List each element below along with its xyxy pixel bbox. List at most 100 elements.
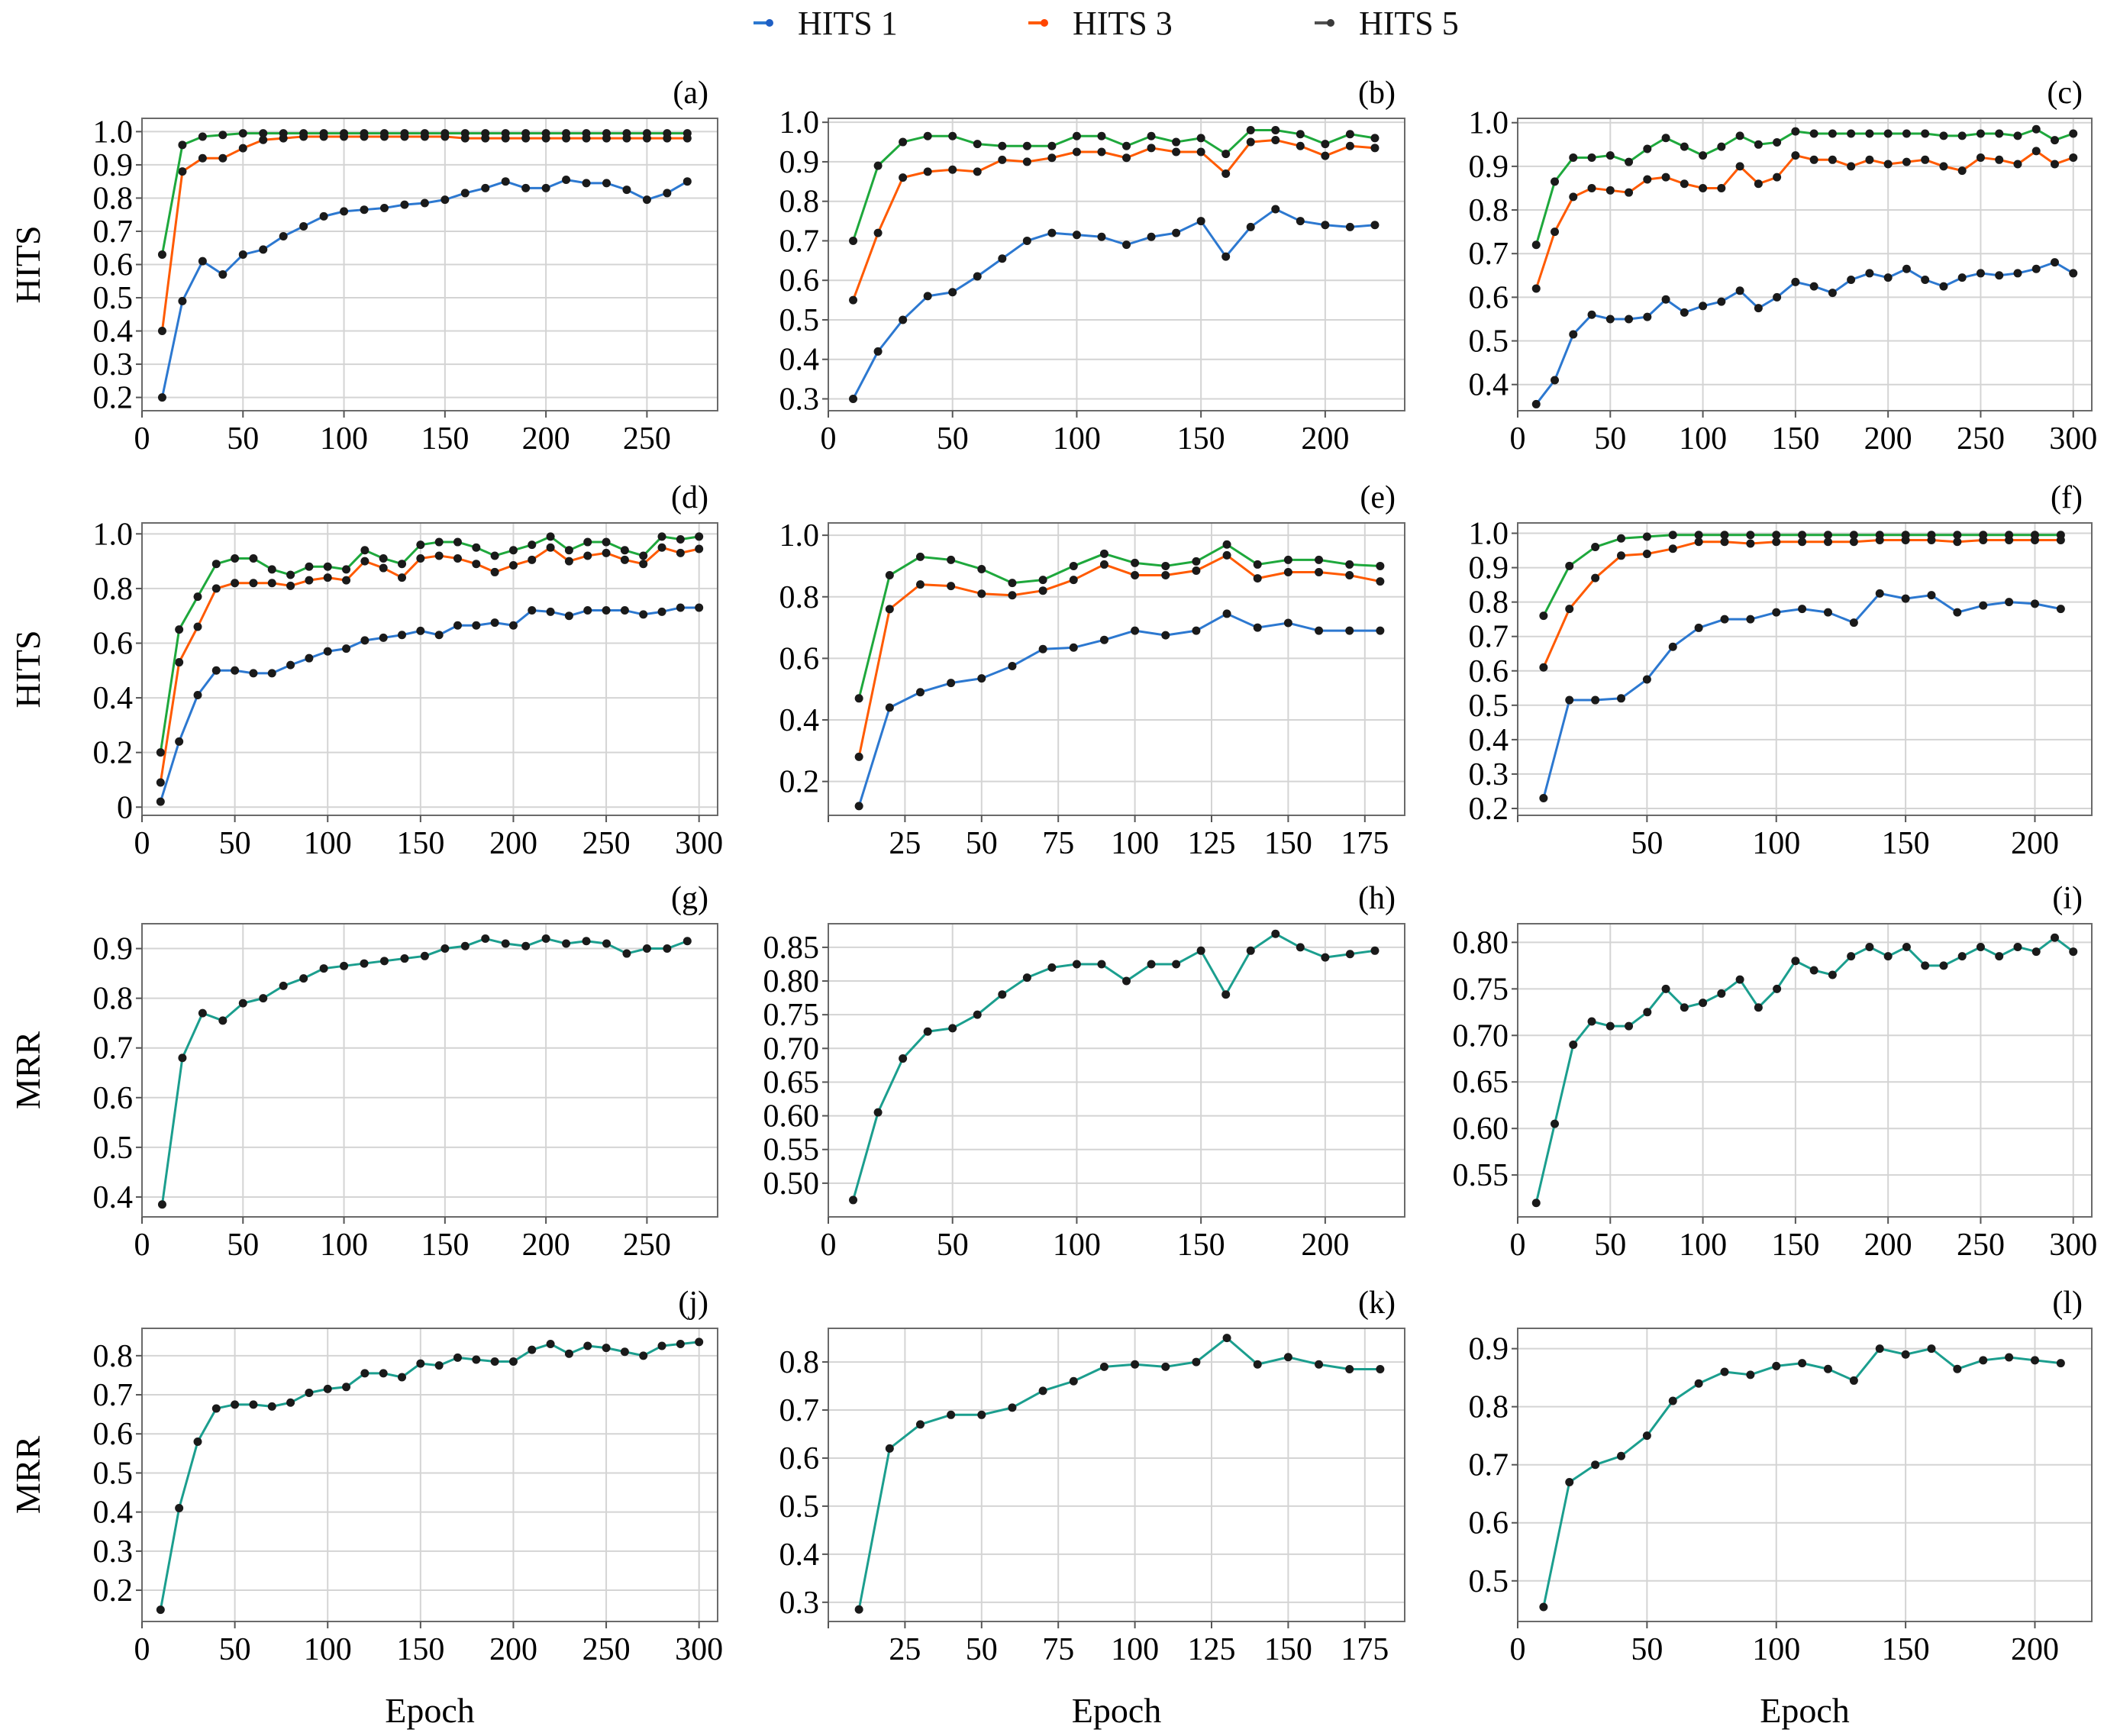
y-tick-label-0-8: 0.80 xyxy=(763,964,820,999)
data-point-hits-3-80 xyxy=(1069,576,1078,585)
data-point-hits-3-150 xyxy=(1791,151,1800,160)
data-point-mrr-120 xyxy=(1823,1364,1832,1373)
data-point-mrr-20 xyxy=(178,1054,187,1063)
data-point-hits-5-130 xyxy=(1222,540,1231,549)
data-point-hits-1-120 xyxy=(1823,608,1832,617)
data-point-hits-1-40 xyxy=(923,292,932,301)
data-point-hits-3-70 xyxy=(267,579,276,588)
data-point-hits-5-50 xyxy=(1605,151,1615,160)
data-point-hits-3-90 xyxy=(1047,153,1057,163)
data-point-hits-3-160 xyxy=(1221,169,1231,178)
data-point-hits-1-130 xyxy=(379,633,388,642)
data-point-hits-5-160 xyxy=(460,129,470,138)
data-point-hits-5-40 xyxy=(211,560,221,569)
data-point-hits-1-230 xyxy=(1939,282,1948,291)
data-point-mrr-70 xyxy=(1038,1386,1047,1396)
y-tick-label-0-2: 0.2 xyxy=(93,1573,134,1609)
data-point-hits-3-290 xyxy=(676,548,685,557)
data-point-hits-3-280 xyxy=(657,543,666,552)
y-tick-label-0-9: 0.9 xyxy=(1469,551,1509,586)
data-point-mrr-20 xyxy=(1551,1119,1560,1128)
data-point-hits-1-90 xyxy=(305,653,314,663)
data-point-mrr-120 xyxy=(1122,976,1131,986)
data-point-hits-3-30 xyxy=(1591,573,1600,582)
y-tick-label-1: 1.0 xyxy=(93,115,134,150)
data-point-mrr-170 xyxy=(481,934,490,944)
y-tick-label-0-2: 0.2 xyxy=(93,381,134,416)
data-point-mrr-90 xyxy=(1746,1370,1755,1379)
x-tick-label-150: 150 xyxy=(1771,1228,1819,1263)
data-point-hits-5-140 xyxy=(1773,137,1782,147)
panel-k: 25 50 75 100 125 150 175 0.3 0.4 0.5 0.6 0.7 0.8 (k) E… xyxy=(779,1286,1405,1730)
data-point-mrr-190 xyxy=(2005,1353,2014,1362)
data-point-hits-1-110 xyxy=(1097,232,1106,241)
data-point-hits-1-280 xyxy=(2031,264,2041,273)
data-point-hits-1-130 xyxy=(1147,232,1156,241)
x-tick-label-300: 300 xyxy=(2049,421,2097,457)
data-point-mrr-220 xyxy=(1921,961,1930,970)
data-point-mrr-130 xyxy=(379,1369,388,1378)
panel-label-d: (d) xyxy=(671,480,708,515)
y-tick-label-0-8: 0.8 xyxy=(1469,193,1509,228)
data-point-mrr-40 xyxy=(947,1410,956,1419)
y-axis-title-row-3: MRR xyxy=(8,1031,47,1110)
data-point-hits-1-120 xyxy=(1192,626,1201,635)
data-point-hits-3-30 xyxy=(193,622,202,631)
data-point-hits-1-180 xyxy=(501,177,510,186)
panel-label-h: (h) xyxy=(1358,881,1396,916)
data-point-hits-1-120 xyxy=(360,636,369,645)
data-point-hits-5-190 xyxy=(490,551,499,560)
data-point-hits-5-130 xyxy=(1754,140,1763,149)
data-point-hits-1-70 xyxy=(1694,623,1703,632)
data-point-hits-3-20 xyxy=(175,658,184,667)
data-point-mrr-220 xyxy=(1370,946,1380,955)
x-tick-label-100: 100 xyxy=(1752,826,1800,861)
data-point-hits-3-60 xyxy=(1008,591,1017,600)
panel-label-l: (l) xyxy=(2052,1286,2083,1321)
x-tick-label-0: 0 xyxy=(1510,1632,1526,1667)
data-point-hits-3-20 xyxy=(1565,605,1574,614)
data-point-hits-3-170 xyxy=(1953,537,1962,547)
data-point-hits-5-60 xyxy=(1625,157,1634,166)
data-point-hits-5-250 xyxy=(642,129,651,138)
y-tick-label-0-3: 0.3 xyxy=(1469,757,1509,792)
data-point-hits-1-90 xyxy=(319,211,328,221)
data-point-hits-1-50 xyxy=(231,666,240,675)
data-point-mrr-230 xyxy=(602,939,611,948)
y-tick-label-0-4: 0.4 xyxy=(93,1496,134,1531)
x-tick-label-250: 250 xyxy=(582,1632,631,1667)
data-point-mrr-210 xyxy=(562,939,571,948)
data-point-mrr-90 xyxy=(1047,963,1057,972)
x-tick-label-0: 0 xyxy=(134,421,150,457)
data-point-mrr-150 xyxy=(1196,946,1205,955)
data-point-hits-3-80 xyxy=(1022,157,1031,166)
data-point-mrr-60 xyxy=(259,994,268,1003)
data-point-hits-3-110 xyxy=(342,576,351,585)
data-point-hits-5-30 xyxy=(1569,153,1578,162)
data-point-hits-5-210 xyxy=(1902,129,1911,138)
x-tick-label-100: 100 xyxy=(1053,1228,1101,1263)
panel-label-f: (f) xyxy=(2051,480,2083,515)
x-tick-label-100: 100 xyxy=(320,421,368,457)
data-point-hits-3-20 xyxy=(1551,227,1560,237)
data-point-hits-3-200 xyxy=(508,560,518,570)
data-point-hits-1-270 xyxy=(683,177,692,186)
data-point-hits-5-40 xyxy=(1587,153,1596,162)
data-point-hits-5-90 xyxy=(1099,549,1108,558)
y-tick-label-0-5: 0.5 xyxy=(93,281,134,316)
data-point-hits-1-70 xyxy=(1038,644,1047,653)
data-point-hits-5-180 xyxy=(501,129,510,138)
x-tick-label-125: 125 xyxy=(1187,826,1235,861)
x-tick-label-300: 300 xyxy=(675,826,723,861)
data-point-hits-3-10 xyxy=(1539,663,1548,672)
data-point-hits-1-140 xyxy=(1253,623,1262,632)
panel-label-c: (c) xyxy=(2047,76,2083,111)
plot-frame xyxy=(828,923,1405,1218)
data-point-mrr-130 xyxy=(1849,1376,1858,1385)
data-point-hits-1-290 xyxy=(676,603,685,612)
y-tick-label-0-5: 0.5 xyxy=(93,1456,134,1491)
data-point-mrr-60 xyxy=(1668,1396,1677,1405)
data-point-hits-5-120 xyxy=(1192,557,1201,566)
data-point-hits-5-100 xyxy=(340,129,349,138)
data-point-hits-5-270 xyxy=(683,129,692,138)
